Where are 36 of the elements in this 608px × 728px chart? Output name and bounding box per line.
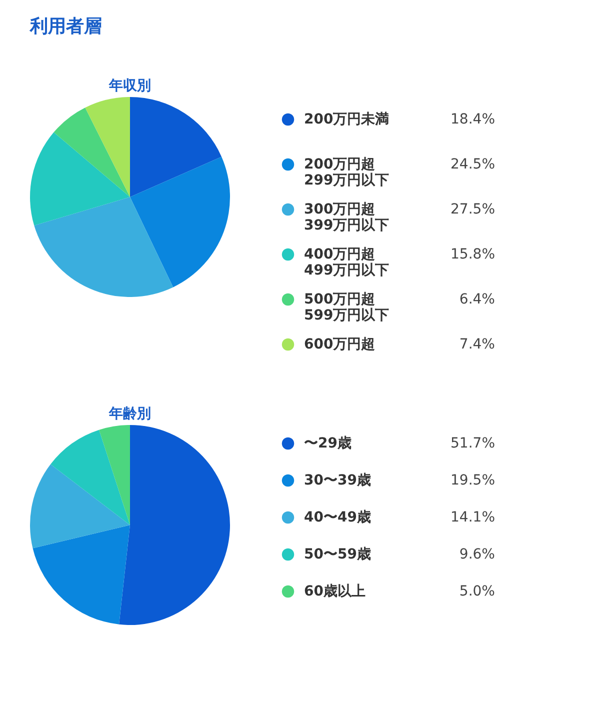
legend-label: 500万円超 599万円以下 — [304, 292, 390, 324]
legend-label: 60歳以上 — [304, 584, 366, 600]
legend-label: 300万円超 399万円以下 — [304, 202, 390, 234]
text: 利用者層 — [29, 16, 102, 37]
chart-title: 年収別 — [108, 78, 151, 94]
data-label: 7.4% — [459, 336, 495, 352]
data-label: 18.4% — [450, 112, 495, 128]
legend-label: 40〜49歳 — [304, 510, 371, 526]
legend-label: 400万円超 499万円以下 — [304, 246, 390, 278]
data-label: 51.7% — [450, 436, 495, 452]
data-label: 14.1% — [450, 510, 495, 526]
data-label: 9.6% — [459, 546, 495, 562]
pie-slice — [30, 132, 130, 226]
data-label: 19.5% — [450, 472, 495, 488]
data-label: 6.4% — [459, 292, 495, 308]
pie-slice — [30, 464, 130, 548]
legend-label: 50〜59歳 — [304, 546, 371, 562]
data-label: 5.0% — [459, 584, 495, 600]
pie-slice — [54, 108, 130, 197]
legend-label: 30〜39歳 — [304, 472, 371, 488]
pie-slice — [130, 97, 222, 197]
pie-slice — [85, 97, 130, 197]
pie-slice — [32, 525, 130, 624]
data-label: 27.5% — [450, 202, 495, 218]
pie-slice — [50, 430, 130, 525]
legend-label: 200万円超 299万円以下 — [304, 156, 390, 188]
pie-slice — [119, 425, 230, 625]
data-label: 24.5% — [450, 156, 495, 172]
legend-label: 200万円未満 — [304, 112, 390, 128]
data-label: 15.8% — [450, 246, 495, 262]
pie-slice — [99, 425, 130, 525]
legend-label: 600万円超 — [304, 336, 376, 352]
chart-title: 年齢別 — [108, 406, 151, 422]
pie-slice — [130, 156, 230, 288]
pie-slice — [34, 197, 174, 297]
legend-label: 〜29歳 — [304, 436, 352, 452]
